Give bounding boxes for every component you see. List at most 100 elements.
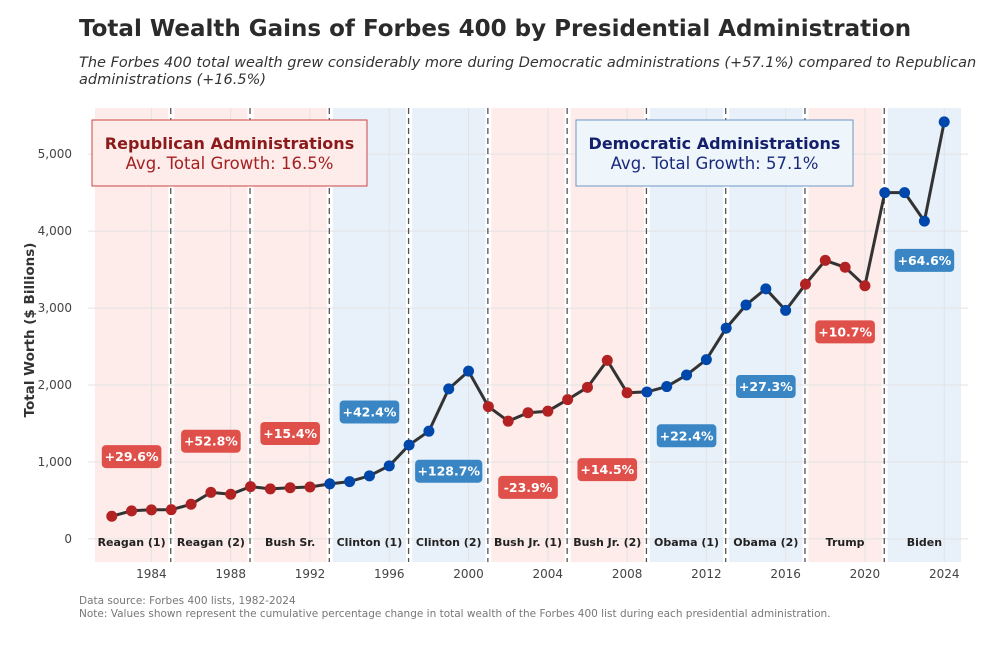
x-tick-label: 2024 <box>929 567 960 581</box>
x-tick-label: 2004 <box>533 567 564 581</box>
data-point-2013 <box>720 322 732 334</box>
admin-name-label-4: Clinton (1) <box>337 536 403 549</box>
x-tick-label: 1992 <box>295 567 326 581</box>
data-point-2007 <box>601 354 613 366</box>
admin-name-label-5: Clinton (2) <box>416 536 482 549</box>
x-tick-label: 1996 <box>374 567 405 581</box>
data-point-2003 <box>522 407 534 419</box>
y-axis-title: Total Worth ($ Billions) <box>22 243 38 418</box>
change-badge-11 <box>894 248 955 272</box>
data-point-2012 <box>700 354 712 366</box>
data-source-note: Data source: Forbes 400 lists, 1982-2024 <box>79 595 296 607</box>
data-point-1993 <box>324 478 336 490</box>
admin-name-label-1: Reagan (1) <box>98 536 166 549</box>
data-point-2020 <box>859 280 871 292</box>
data-point-2018 <box>819 254 831 266</box>
data-point-1992 <box>304 481 316 493</box>
y-tick-label: 0 <box>64 532 72 546</box>
data-point-2024 <box>938 116 950 128</box>
change-badge-5 <box>415 459 483 483</box>
data-points <box>106 116 950 522</box>
y-tick-label: 3,000 <box>38 301 72 315</box>
x-tick-label: 2000 <box>453 567 484 581</box>
y-tick-label: 4,000 <box>38 224 72 238</box>
summary-box-value: Avg. Total Growth: 16.5% <box>126 154 334 173</box>
summary-box-heading: Democratic Administrations <box>589 134 841 153</box>
admin-name-label-10: Trump <box>826 536 865 549</box>
data-point-2019 <box>839 261 851 273</box>
data-point-1989 <box>245 481 257 493</box>
x-tick-label: 1984 <box>136 567 167 581</box>
x-tick-label: 2020 <box>850 567 881 581</box>
x-tick-label: 2016 <box>770 567 801 581</box>
x-tick-label: 1988 <box>215 567 246 581</box>
data-point-1991 <box>284 482 296 494</box>
change-label-3: +15.4% <box>263 426 317 441</box>
data-point-2006 <box>581 381 593 393</box>
y-tick-label: 1,000 <box>38 455 72 469</box>
data-point-2015 <box>760 283 772 295</box>
admin-name-label-9: Obama (2) <box>733 536 798 549</box>
data-point-2016 <box>780 304 792 316</box>
data-point-1987 <box>205 486 217 498</box>
admin-name-label-2: Reagan (2) <box>177 536 245 549</box>
data-point-1988 <box>225 488 237 500</box>
data-point-1998 <box>423 425 435 437</box>
data-point-1982 <box>106 510 118 522</box>
change-label-9: +27.3% <box>739 379 793 394</box>
data-point-1985 <box>165 504 177 516</box>
data-point-2017 <box>799 278 811 290</box>
x-tick-label: 2012 <box>691 567 722 581</box>
change-label-8: +22.4% <box>660 428 714 443</box>
admin-name-label-8: Obama (1) <box>654 536 719 549</box>
change-badge-3 <box>260 421 320 445</box>
change-label-5: +128.7% <box>417 464 480 479</box>
change-badge-4 <box>339 400 400 424</box>
change-label-11: +64.6% <box>897 253 951 268</box>
data-point-2000 <box>463 365 475 377</box>
admin-band-11 <box>887 108 962 562</box>
y-tick-label: 2,000 <box>38 378 72 392</box>
chart-subtitle: The Forbes 400 total wealth grew conside… <box>79 55 977 88</box>
data-point-1996 <box>383 460 395 472</box>
data-point-2002 <box>502 415 514 427</box>
change-label-2: +52.8% <box>184 434 238 449</box>
admin-name-label-7: Bush Jr. (2) <box>573 536 641 549</box>
data-point-1986 <box>185 498 197 510</box>
change-badge-1 <box>101 445 162 469</box>
change-badge-8 <box>656 424 717 448</box>
change-label-6: -23.9% <box>504 480 553 495</box>
data-point-2011 <box>681 369 693 381</box>
data-point-1997 <box>403 439 415 451</box>
data-point-2023 <box>918 215 930 227</box>
change-badge-10 <box>815 320 875 344</box>
change-badge-2 <box>181 429 241 453</box>
summary-box-frame <box>91 119 368 187</box>
methodology-note: Note: Values shown represent the cumulat… <box>79 608 831 620</box>
data-point-2001 <box>482 401 494 413</box>
data-point-1983 <box>126 505 138 517</box>
axes: 0 1,000 2,000 3,000 4,000 5,000 1984 1988 1992 19… <box>22 147 959 581</box>
chart-title: Total Wealth Gains of Forbes 400 by Pres… <box>79 16 912 42</box>
summary-box-frame <box>575 119 854 187</box>
data-point-2009 <box>641 386 653 398</box>
data-point-1984 <box>145 504 157 516</box>
change-labels: Reagan (1) +29.6% Reagan (2) +52.8% Bush Sr.… <box>98 248 955 549</box>
data-point-2005 <box>562 394 574 406</box>
summary-box-value: Avg. Total Growth: 57.1% <box>611 154 819 173</box>
data-point-2004 <box>542 405 554 417</box>
change-badge-6 <box>498 475 558 499</box>
change-label-1: +29.6% <box>105 449 159 464</box>
data-point-2008 <box>621 387 633 399</box>
change-label-7: +14.5% <box>580 462 634 477</box>
change-label-10: +10.7% <box>818 324 872 339</box>
admin-band-5 <box>412 108 486 562</box>
data-point-1999 <box>443 383 455 395</box>
data-point-2021 <box>879 187 891 199</box>
y-tick-label: 5,000 <box>38 147 72 161</box>
x-tick-label: 2008 <box>612 567 643 581</box>
summary-box-heading: Republican Administrations <box>105 134 354 153</box>
